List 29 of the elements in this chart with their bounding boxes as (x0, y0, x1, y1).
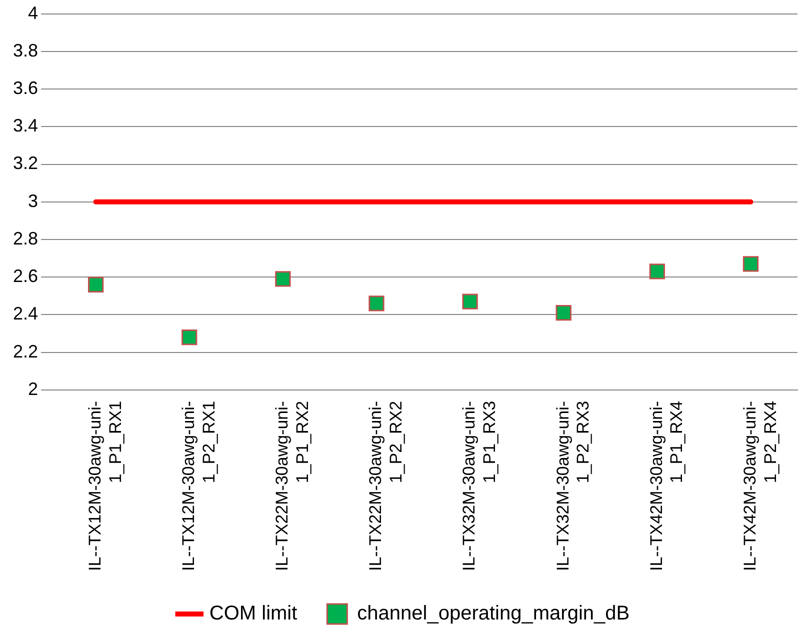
point (742, 256, 759, 272)
legend-label: COM limit (209, 602, 298, 625)
y-tick-label: 2.8 (12, 228, 38, 248)
y-tick-label: 3 (28, 190, 38, 211)
y-tick-label: 2.2 (12, 341, 38, 362)
point (275, 271, 291, 287)
x-tick-label: IL--TX12M-30awg-uni- 1_P1_RX1 (85, 400, 125, 572)
x-tick-label: IL--TX12M-30awg-uni- 1_P2_RX1 (179, 400, 218, 572)
point (368, 296, 384, 312)
y-tick-label: 3.6 (12, 78, 38, 98)
legend-label: channel_operating_margin_dB (357, 602, 630, 625)
y-tick-label: 2 (28, 378, 38, 399)
x-tick-label: IL--TX22M-30awg-uni- 1_P1_RX2 (272, 400, 312, 572)
point (462, 294, 478, 310)
x-tick-label: IL--TX42M-30awg-uni- 1_P1_RX4 (646, 400, 686, 572)
point (556, 305, 572, 321)
y-tick-label: 4 (28, 2, 38, 23)
y-tick-label: 3.8 (12, 40, 38, 60)
x-tick-label: IL--TX22M-30awg-uni- 1_P2_RX2 (366, 400, 406, 572)
point (649, 264, 665, 280)
y-tick-label: 2.4 (12, 304, 38, 324)
point (182, 329, 198, 346)
x-tick-label: IL--TX42M-30awg-uni- 1_P2_RX4 (740, 400, 780, 572)
y-tick-label: 3.2 (12, 153, 38, 174)
y-tick-label: 3.4 (12, 116, 38, 136)
y-tick-label: 2.6 (12, 266, 38, 286)
point (88, 276, 104, 292)
x-tick-label: IL--TX32M-30awg-uni- 1_P1_RX3 (460, 400, 500, 572)
x-tick-label: IL--TX32M-30awg-uni- 1_P2_RX3 (553, 400, 593, 572)
